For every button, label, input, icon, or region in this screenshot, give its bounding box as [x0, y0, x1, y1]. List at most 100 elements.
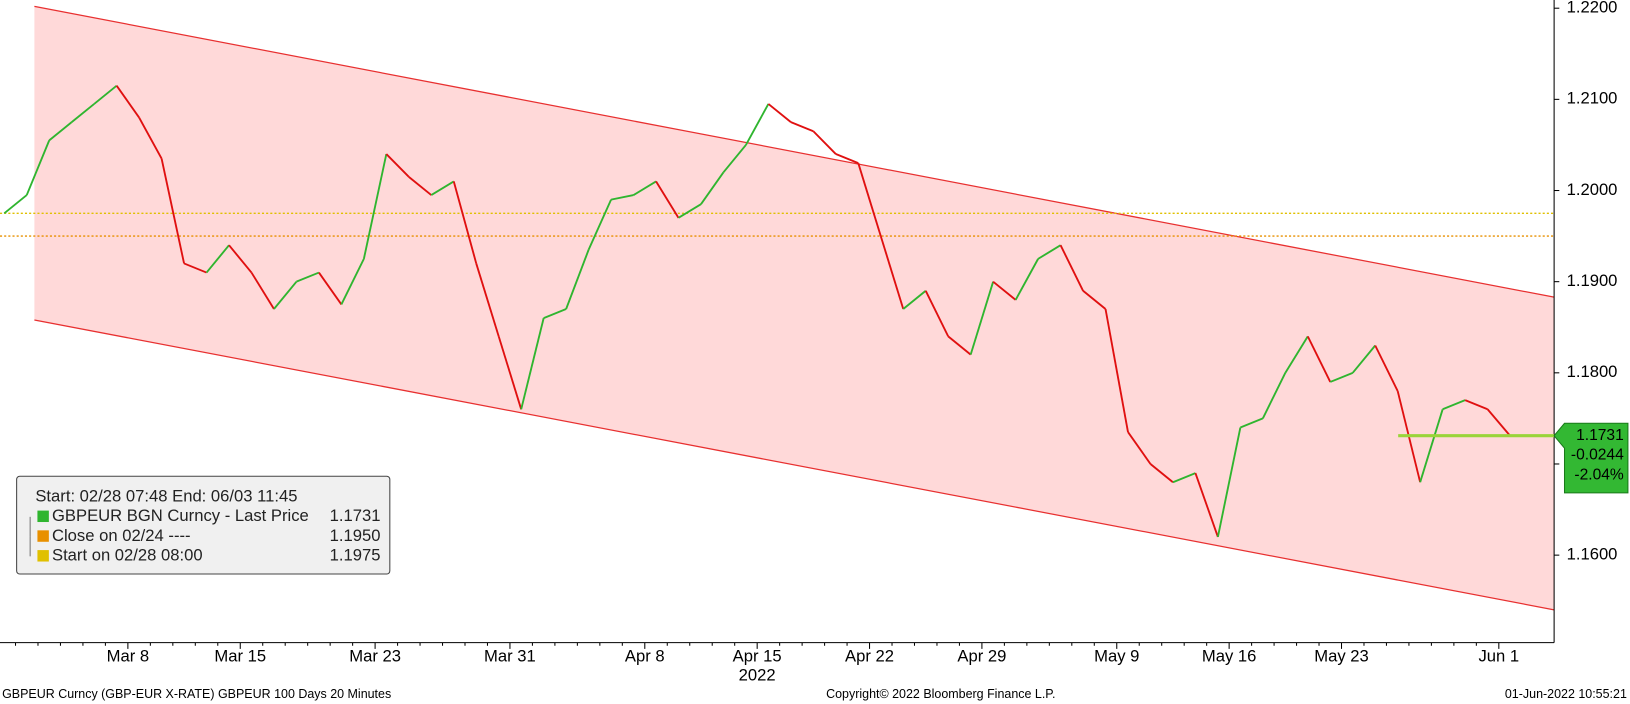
- price-segment: [138, 117, 163, 160]
- price-segment: [812, 130, 837, 155]
- legend-label: Start on 02/28 08:00: [52, 546, 203, 565]
- price-segment: [1149, 463, 1174, 483]
- price-segment: [93, 84, 118, 105]
- change-pct-label: -2.04%: [1574, 466, 1623, 483]
- channel-lower: [34, 319, 1555, 611]
- price-segment: [767, 103, 792, 123]
- price-segment: [1172, 472, 1196, 484]
- price-segment: [1486, 408, 1511, 437]
- price-segment: [1082, 290, 1107, 310]
- price-segment: [1374, 345, 1399, 392]
- price-segment: [655, 180, 680, 219]
- price-segment: [115, 85, 140, 119]
- price-segment: [1216, 427, 1242, 538]
- y-tick-label: 1.1600: [1567, 545, 1618, 564]
- price-segment: [273, 281, 298, 310]
- channel-fill: [34, 6, 1555, 610]
- price-segment: [1127, 431, 1152, 465]
- price-segment: [633, 180, 657, 196]
- price-segment: [497, 336, 523, 410]
- price-segment: [250, 272, 275, 310]
- price-segment: [610, 194, 634, 201]
- legend-label: Close on 02/24 ----: [52, 526, 191, 545]
- price-segment: [835, 153, 859, 165]
- price-segment: [969, 281, 995, 355]
- price-segment: [587, 199, 612, 251]
- price-segment: [947, 335, 972, 356]
- price-segment: [408, 176, 432, 196]
- x-tick-label: Mar 23: [349, 647, 401, 666]
- footer-right: 01-Jun-2022 10:55:21: [1505, 687, 1627, 701]
- price-segment: [3, 194, 28, 215]
- price-segment: [205, 244, 230, 274]
- price-segment: [1262, 372, 1287, 419]
- y-tick-label: 1.2200: [1567, 0, 1618, 17]
- legend-swatch: [37, 510, 49, 523]
- x-tick-label: Apr 29: [957, 647, 1006, 666]
- legend-value: 1.1975: [330, 546, 381, 565]
- legend-swatch: [37, 550, 49, 562]
- price-segment: [385, 153, 410, 178]
- price-segment: [565, 249, 590, 310]
- x-tick-label: Jun 1: [1478, 647, 1519, 666]
- price-segment: [340, 258, 365, 305]
- price-segment: [790, 121, 814, 133]
- y-tick-label: 1.1800: [1567, 362, 1618, 381]
- price-segment: [1104, 308, 1129, 433]
- price-segment: [1419, 409, 1444, 483]
- price-segment: [296, 271, 320, 283]
- x-tick-label: May 9: [1094, 647, 1139, 666]
- legend-value: 1.1731: [330, 506, 381, 525]
- x-tick-label: Apr 8: [625, 647, 665, 666]
- price-segment: [857, 162, 882, 237]
- price-segment: [992, 280, 1017, 301]
- price-segment: [543, 308, 567, 320]
- price-segment: [1059, 244, 1084, 292]
- legend-title: Start: 02/28 07:48 End: 06/03 11:45: [35, 486, 297, 505]
- price-segment: [1329, 371, 1354, 383]
- y-tick-label: 1.2000: [1567, 180, 1618, 199]
- footer-left: GBPEUR Curncy (GBP-EUR X-RATE) GBPEUR 10…: [2, 687, 391, 701]
- x-tick-label: Mar 8: [107, 647, 149, 666]
- last-price-box: [1553, 422, 1629, 494]
- legend-value: 1.1950: [330, 526, 381, 545]
- change-label: -0.0244: [1571, 447, 1624, 464]
- price-segment: [25, 140, 51, 196]
- x-tick-label: Mar 31: [484, 647, 536, 666]
- x-tick-label: Mar 15: [214, 647, 266, 666]
- price-segment: [1464, 399, 1488, 411]
- price-segment: [1037, 244, 1062, 260]
- price-segment: [183, 262, 207, 274]
- y-tick-label: 1.1900: [1567, 271, 1618, 290]
- x-tick-label: Apr 15: [733, 647, 782, 666]
- x-tick-label: May 23: [1314, 647, 1369, 666]
- price-segment: [362, 153, 388, 260]
- year-label: 2022: [739, 665, 776, 684]
- price-segment: [722, 144, 747, 173]
- price-segment: [678, 203, 702, 219]
- price-segment: [879, 235, 905, 310]
- price-segment: [1014, 258, 1039, 301]
- last-price-label: 1.1731: [1576, 427, 1624, 444]
- price-segment: [228, 244, 253, 274]
- price-segment: [902, 290, 927, 310]
- price-segment: [430, 180, 455, 196]
- x-tick-label: May 16: [1202, 647, 1257, 666]
- legend-swatch: [37, 530, 49, 542]
- price-segment: [318, 272, 343, 305]
- price-segment: [71, 103, 95, 123]
- price-segment: [475, 263, 500, 337]
- footer-center: Copyright© 2022 Bloomberg Finance L.P.: [826, 687, 1055, 701]
- price-segment: [452, 181, 478, 264]
- price-segment: [1442, 399, 1466, 411]
- y-tick-label: 1.2100: [1567, 89, 1618, 108]
- legend-label: GBPEUR BGN Curncy - Last Price: [52, 506, 309, 525]
- price-segment: [924, 290, 950, 337]
- price-segment: [1352, 344, 1376, 374]
- price-segment: [700, 171, 725, 205]
- channel-upper: [34, 5, 1555, 298]
- price-segment: [1194, 472, 1219, 538]
- legend-box: [16, 475, 391, 575]
